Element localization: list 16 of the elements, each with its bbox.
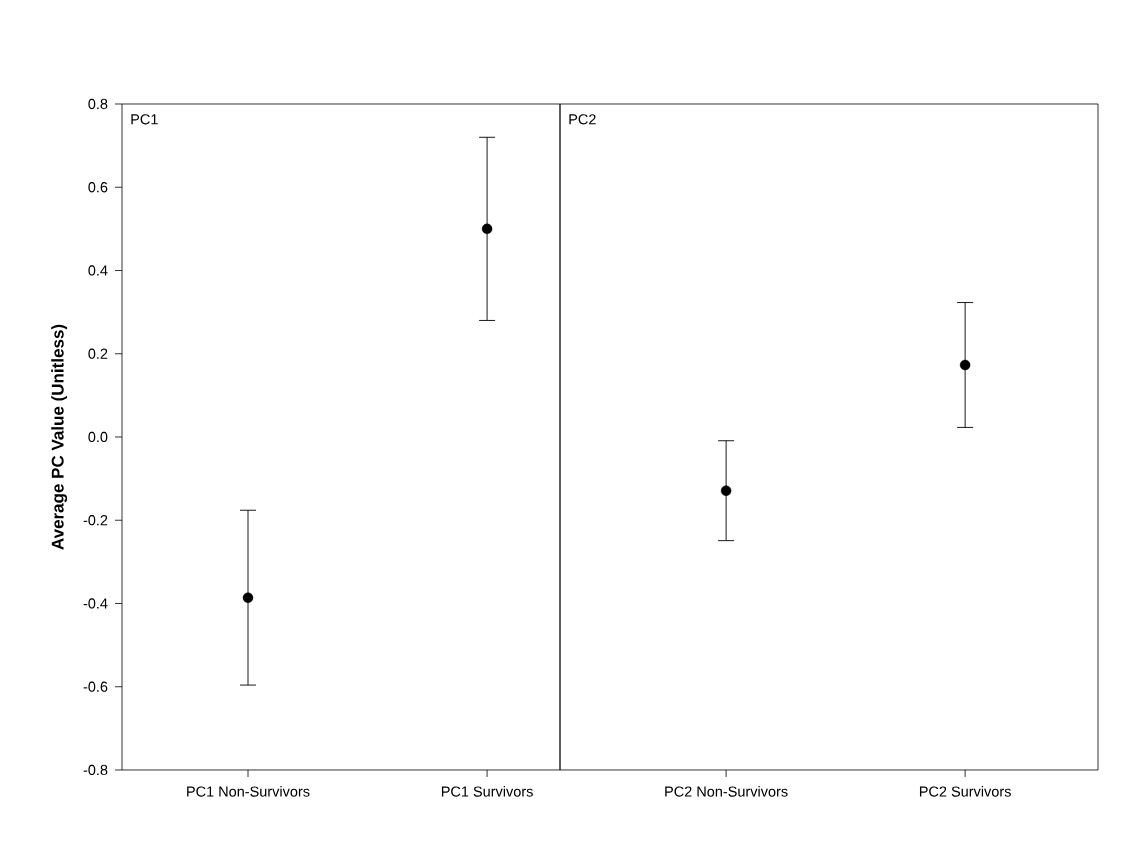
y-axis-title: Average PC Value (Unitless) [51,324,68,550]
y-tick-label: 0.2 [88,348,108,359]
y-tick-label: -0.6 [83,681,108,692]
x-tick-label: PC1 Survivors [441,786,533,797]
y-tick-label: 0.8 [88,98,108,110]
y-tick-label: 0.4 [88,265,108,276]
x-tick-label: PC1 Non-Survivors [187,786,310,797]
y-tick-label: 0.0 [88,431,108,443]
annotation: PC1 [131,114,158,125]
y-tick-label: -0.8 [83,764,108,776]
y-tick-label: -0.2 [83,515,108,526]
y-tick-label: 0.6 [88,182,108,193]
y-tick-label: -0.4 [83,598,108,609]
x-tick-label: PC2 Non-Survivors [665,786,788,797]
x-tick-label: PC2 Survivors [919,786,1011,797]
annotation: PC2 [569,114,596,125]
